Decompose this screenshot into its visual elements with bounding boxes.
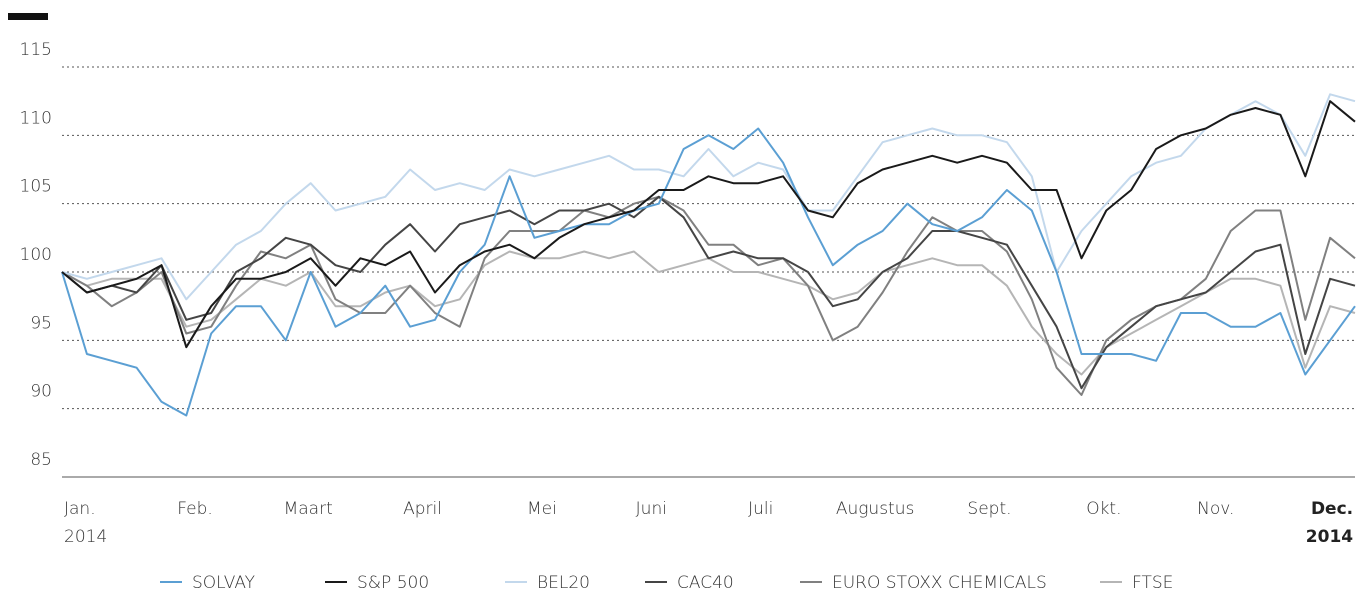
x-tick-label: Juni: [636, 499, 667, 519]
legend-item: BEL20: [505, 573, 590, 592]
x-tick-label: Augustus: [836, 499, 915, 519]
series-line: [61, 195, 1356, 390]
x-tick-label: Okt.: [1086, 499, 1121, 519]
y-tick-label: 100: [20, 245, 52, 265]
x-tick-label: Maart: [284, 499, 333, 519]
y-tick-label: 110: [20, 108, 52, 128]
x-tick-label: April: [403, 499, 442, 519]
series-line: [61, 195, 1356, 396]
legend-label: S&P 500: [357, 573, 429, 592]
legend-item: S&P 500: [325, 573, 429, 592]
x-tick-label: Mei: [527, 499, 557, 519]
legend-label: FTSE: [1132, 573, 1173, 592]
legend-label: EURO STOXX CHEMICALS: [832, 573, 1047, 592]
series-line: [61, 250, 1356, 376]
y-tick-label: 95: [30, 313, 52, 333]
series-line: [61, 127, 1356, 417]
x-tick-label: Nov.: [1197, 499, 1234, 519]
y-tick-label: 105: [20, 177, 52, 197]
legend-item: EURO STOXX CHEMICALS: [800, 573, 1047, 592]
series-line: [61, 93, 1356, 301]
y-tick-label: 85: [30, 450, 52, 470]
x-tick-label: Feb.: [177, 499, 213, 519]
y-tick-label: 90: [30, 382, 52, 402]
x-tick-label: Sept.: [967, 499, 1011, 519]
y-tick-label: 115: [20, 40, 52, 60]
x-tick-label: Jan. 2014: [64, 499, 107, 547]
legend-item: CAC40: [645, 573, 734, 592]
x-tick-label: Juli: [748, 499, 773, 519]
legend-item: SOLVAY: [160, 573, 255, 592]
legend-label: BEL20: [537, 573, 590, 592]
legend-item: FTSE: [1100, 573, 1173, 592]
series-line: [61, 100, 1356, 349]
legend-label: CAC40: [677, 573, 734, 592]
header-bar: [8, 13, 48, 20]
legend-label: SOLVAY: [192, 573, 255, 592]
x-tick-label: Dec. 2014: [1306, 499, 1353, 547]
